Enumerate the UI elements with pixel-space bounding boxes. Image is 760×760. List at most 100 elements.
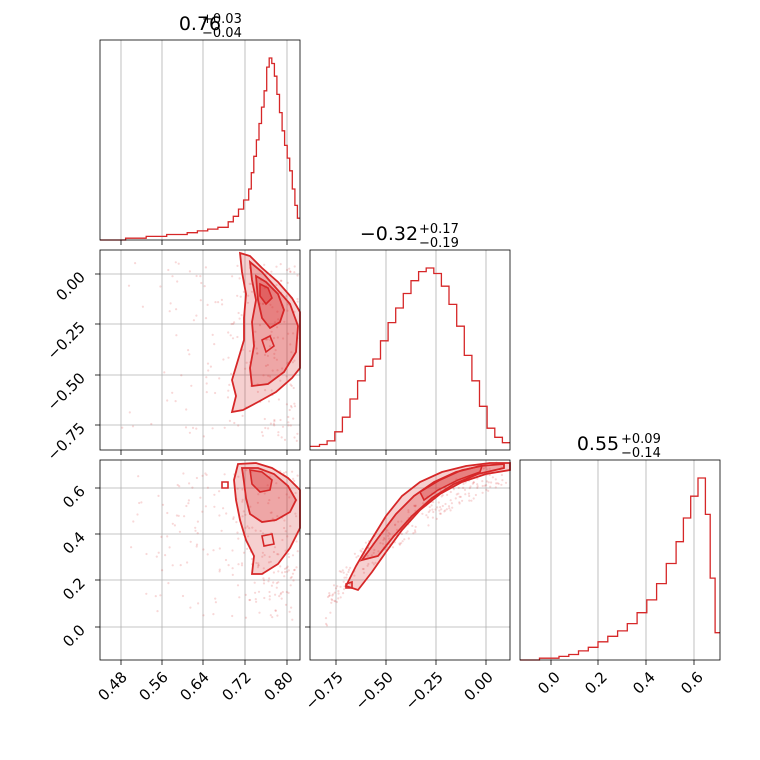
- scatter-point: [284, 570, 287, 574]
- scatter-point: [182, 472, 185, 475]
- scatter-point: [157, 551, 160, 554]
- scatter-point: [450, 502, 453, 505]
- scatter-point: [293, 436, 296, 439]
- scatter-point: [263, 353, 267, 356]
- scatter-point: [387, 531, 390, 534]
- scatter-point: [273, 321, 277, 324]
- scatter-point: [289, 576, 292, 580]
- scatter-point: [262, 582, 266, 585]
- scatter-point: [242, 510, 245, 513]
- title-param-2: 0.55: [577, 433, 619, 455]
- scatter-point: [241, 414, 244, 417]
- scatter-point: [178, 485, 181, 488]
- scatter-point: [275, 582, 278, 585]
- scatter-point: [283, 526, 286, 530]
- title-param-2-sup: +0.09: [621, 432, 661, 447]
- scatter-point: [171, 522, 174, 525]
- scatter-point: [414, 504, 417, 507]
- scatter-point: [177, 262, 180, 265]
- scatter-point: [324, 617, 328, 620]
- scatter-point: [445, 508, 448, 511]
- scatter-point: [280, 597, 283, 600]
- scatter-point: [189, 606, 192, 609]
- xtick-label-2-2-1: 0.2: [581, 668, 611, 698]
- scatter-point: [187, 502, 190, 505]
- scatter-point: [166, 511, 169, 515]
- scatter-point: [495, 482, 498, 485]
- scatter-point: [218, 490, 221, 493]
- scatter-point: [336, 585, 339, 588]
- scatter-point: [270, 389, 273, 392]
- scatter-point: [325, 622, 328, 626]
- scatter-point: [270, 584, 273, 587]
- scatter-point: [289, 270, 292, 273]
- scatter-point: [241, 500, 244, 503]
- scatter-point: [256, 501, 259, 504]
- scatter-point: [284, 530, 287, 533]
- scatter-point: [168, 310, 171, 313]
- scatter-point: [274, 609, 277, 612]
- scatter-point: [268, 345, 272, 348]
- scatter-point: [263, 417, 266, 421]
- scatter-point: [281, 590, 284, 594]
- scatter-point: [275, 586, 278, 589]
- scatter-point: [136, 513, 139, 516]
- scatter-point: [425, 514, 428, 517]
- ytick-label-2-0-2: 0.2: [59, 574, 89, 604]
- scatter-point: [287, 555, 291, 559]
- scatter-point: [261, 555, 264, 558]
- scatter-point: [272, 422, 275, 425]
- scatter-point: [487, 481, 490, 484]
- scatter-point: [273, 424, 276, 427]
- scatter-point: [282, 472, 285, 475]
- scatter-point: [232, 516, 235, 519]
- scatter-point: [225, 512, 228, 515]
- scatter-point: [272, 550, 275, 554]
- scatter-point: [214, 301, 217, 304]
- scatter-point: [231, 275, 234, 278]
- scatter-point: [262, 577, 265, 580]
- scatter-point: [202, 548, 205, 551]
- scatter-point: [255, 347, 258, 350]
- scatter-point: [463, 488, 467, 491]
- scatter-point: [280, 279, 283, 282]
- scatter-point: [231, 549, 234, 552]
- scatter-point: [468, 499, 471, 502]
- scatter-point: [237, 475, 240, 478]
- histogram-line-param-0: [100, 57, 300, 241]
- scatter-point: [490, 481, 493, 484]
- scatter-point: [195, 543, 199, 546]
- scatter-point: [269, 303, 272, 306]
- scatter-point: [242, 551, 246, 554]
- scatter-point: [246, 301, 250, 304]
- scatter-point: [218, 514, 221, 517]
- scatter-point: [328, 594, 331, 597]
- scatter-point: [218, 568, 221, 571]
- scatter-point: [482, 467, 485, 470]
- contour-core-1-0: [259, 282, 273, 306]
- scatter-point: [388, 537, 391, 540]
- scatter-point: [293, 479, 296, 482]
- scatter-point: [289, 584, 292, 587]
- scatter-point: [218, 547, 221, 550]
- scatter-point: [204, 505, 207, 508]
- scatter-point: [257, 564, 260, 567]
- scatter-point: [237, 424, 240, 427]
- scatter-point: [267, 502, 270, 505]
- scatter-point: [245, 361, 248, 364]
- scatter-point: [283, 567, 287, 570]
- scatter-point: [261, 434, 264, 437]
- scatter-point: [277, 496, 280, 499]
- scatter-point: [220, 298, 223, 301]
- scatter-point: [366, 554, 369, 557]
- scatter-point: [271, 616, 274, 619]
- scatter-point: [288, 496, 291, 499]
- scatter-point: [481, 491, 484, 494]
- scatter-point: [290, 575, 293, 579]
- scatter-point: [209, 365, 212, 368]
- density-contours-1-0: [230, 251, 301, 414]
- ticks-lower-2-0: [95, 487, 288, 665]
- scatter-point: [337, 597, 340, 600]
- scatter-point: [287, 591, 290, 595]
- scatter-point: [222, 358, 225, 361]
